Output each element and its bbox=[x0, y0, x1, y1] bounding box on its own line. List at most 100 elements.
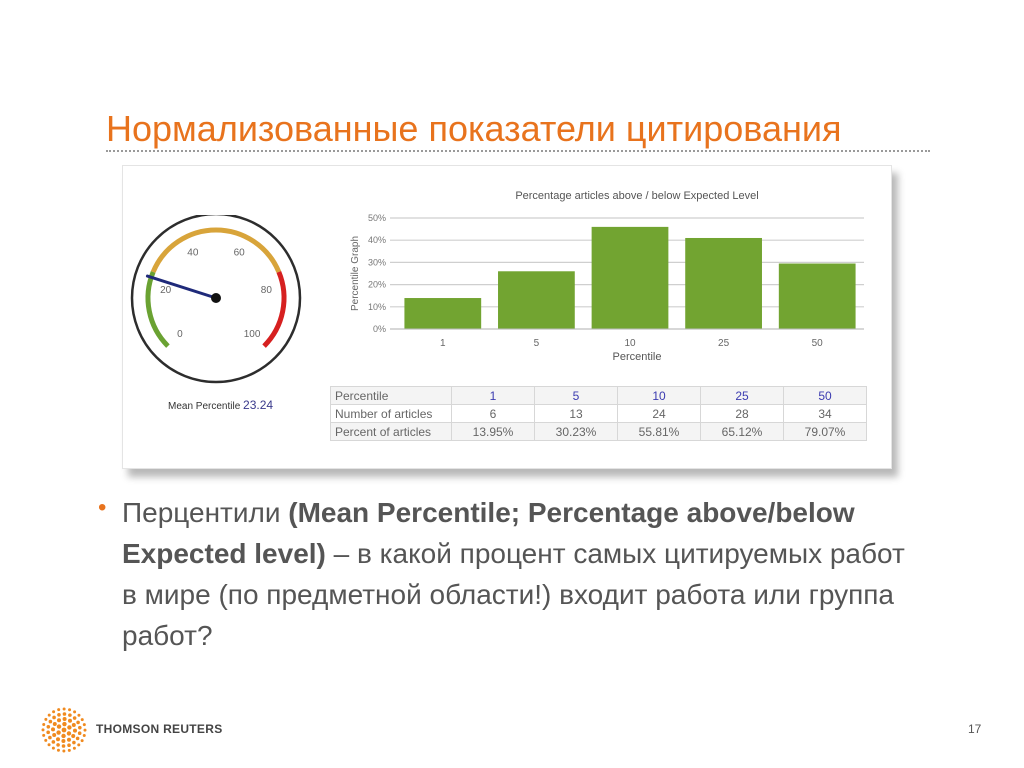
logo-dot bbox=[56, 748, 60, 752]
logo-dot bbox=[61, 727, 67, 733]
percentile-table: Percentile 1 5 10 25 50 Number of articl… bbox=[330, 386, 867, 441]
gauge-tick-label: 80 bbox=[261, 285, 273, 296]
table-cell: 30.23% bbox=[534, 422, 618, 441]
logo-dot bbox=[72, 728, 77, 733]
logo-dot bbox=[44, 717, 48, 721]
gauge-tick-label: 20 bbox=[160, 285, 172, 296]
logo-dot bbox=[83, 728, 87, 732]
logo-dot bbox=[56, 730, 61, 735]
logo-dot bbox=[67, 743, 71, 747]
gauge-tick-label: 100 bbox=[244, 329, 261, 340]
y-tick-label: 50% bbox=[368, 213, 386, 223]
x-tick-label: 1 bbox=[440, 338, 446, 349]
logo-dot bbox=[52, 715, 56, 720]
x-axis-label: Percentile bbox=[613, 351, 662, 363]
y-tick-label: 0% bbox=[373, 324, 386, 334]
logo-dot bbox=[56, 743, 60, 747]
table-cell: 34 bbox=[783, 404, 867, 423]
table-cell: 24 bbox=[617, 404, 701, 423]
logo-dot bbox=[52, 710, 56, 714]
chart-bar bbox=[404, 298, 482, 329]
table-cell: 13.95% bbox=[451, 422, 535, 441]
chart-title: Percentage articles above / below Expect… bbox=[515, 190, 758, 202]
gauge-zone-arc bbox=[262, 271, 287, 348]
gauge-tick-label: 0 bbox=[177, 329, 183, 340]
percentile-bar-chart: Percentage articles above / below Expect… bbox=[350, 190, 864, 363]
gauge-zone-arc bbox=[145, 271, 170, 348]
mean-percentile-label: Mean Percentile bbox=[168, 401, 241, 412]
logo-dot bbox=[41, 728, 45, 732]
logo-dot bbox=[42, 722, 46, 726]
logo-dot bbox=[48, 719, 53, 724]
x-tick-label: 5 bbox=[534, 338, 540, 349]
logo-dot bbox=[48, 735, 52, 740]
logo-dot bbox=[56, 724, 62, 729]
logo-text: THOMSON REUTERS bbox=[96, 722, 223, 736]
logo-dot bbox=[67, 725, 72, 730]
table-cell: 65.12% bbox=[700, 422, 784, 441]
table-row: Percent of articles 13.95% 30.23% 55.81%… bbox=[330, 422, 867, 441]
table-row: Number of articles 6 13 24 28 34 bbox=[330, 404, 867, 423]
logo-dot bbox=[47, 743, 51, 747]
logo-dot bbox=[75, 736, 80, 741]
slide-title: Нормализованные показатели цитирования bbox=[106, 108, 842, 149]
logo-dot bbox=[44, 738, 48, 742]
logo-dot bbox=[66, 731, 72, 736]
logo-dot bbox=[82, 723, 86, 727]
x-tick-label: 50 bbox=[812, 338, 824, 349]
table-row-header: Number of articles bbox=[330, 404, 452, 423]
table-cell: 1 bbox=[451, 386, 535, 405]
logo-dot bbox=[61, 733, 66, 739]
logo-dot bbox=[77, 713, 81, 717]
logo-dot bbox=[62, 712, 67, 716]
logo-dot bbox=[78, 725, 82, 730]
chart-bar bbox=[778, 263, 856, 329]
gauge-tick-label: 60 bbox=[234, 248, 246, 259]
x-tick-label: 25 bbox=[718, 338, 730, 349]
gauge-zone-arc bbox=[150, 227, 282, 273]
mean-percentile-gauge: 0 20 40 60 80 100 bbox=[130, 215, 302, 384]
gauge-tick-label: 40 bbox=[187, 248, 199, 259]
logo-dot bbox=[62, 749, 66, 753]
y-tick-label: 20% bbox=[368, 280, 386, 290]
chart-bar bbox=[498, 271, 575, 329]
logo-dot bbox=[68, 708, 72, 712]
logo-dot bbox=[73, 710, 77, 714]
logo-dot bbox=[62, 717, 67, 722]
y-tick-label: 40% bbox=[368, 235, 386, 245]
logo-dot bbox=[68, 713, 72, 717]
x-tick-label: 10 bbox=[624, 338, 636, 349]
thomson-reuters-logo-icon bbox=[41, 707, 87, 753]
logo-dot bbox=[46, 724, 51, 729]
logo-dot bbox=[71, 723, 76, 728]
logo-dot bbox=[51, 740, 56, 744]
y-tick-label: 30% bbox=[368, 257, 386, 267]
logo-dot bbox=[77, 743, 81, 747]
logo-dot bbox=[61, 744, 66, 748]
y-tick-label: 10% bbox=[368, 302, 386, 312]
logo-dot bbox=[76, 720, 80, 725]
gauge-hub bbox=[211, 293, 221, 303]
table-cell: 28 bbox=[700, 404, 784, 423]
logo-dot bbox=[52, 732, 57, 737]
page-number: 17 bbox=[968, 722, 982, 736]
logo-dot bbox=[72, 716, 77, 720]
bullet-text-bold: (Mean Percentile; Percentage above/below… bbox=[122, 497, 855, 569]
bullet-text: Перцентили (Mean Percentile; Percentage … bbox=[122, 492, 922, 656]
logo-dot bbox=[51, 746, 55, 750]
logo-dot bbox=[67, 718, 72, 723]
logo-dot bbox=[72, 746, 76, 750]
table-cell: 55.81% bbox=[617, 422, 701, 441]
logo-dot bbox=[82, 734, 86, 738]
bullet-text-part1: Перцентили bbox=[122, 497, 289, 528]
chart-bar bbox=[591, 226, 669, 329]
bullet-icon: • bbox=[98, 494, 107, 521]
logo-dot bbox=[52, 722, 57, 727]
logo-dot bbox=[57, 713, 61, 717]
table-cell: 50 bbox=[783, 386, 867, 405]
logo-dot bbox=[62, 721, 67, 727]
mean-percentile-readout: Mean Percentile 23.24 bbox=[168, 398, 273, 412]
bullet-text-part2: – в какой процент самых цитируемых работ… bbox=[122, 538, 905, 651]
logo-dot bbox=[66, 737, 71, 742]
logo-dot bbox=[80, 739, 84, 743]
